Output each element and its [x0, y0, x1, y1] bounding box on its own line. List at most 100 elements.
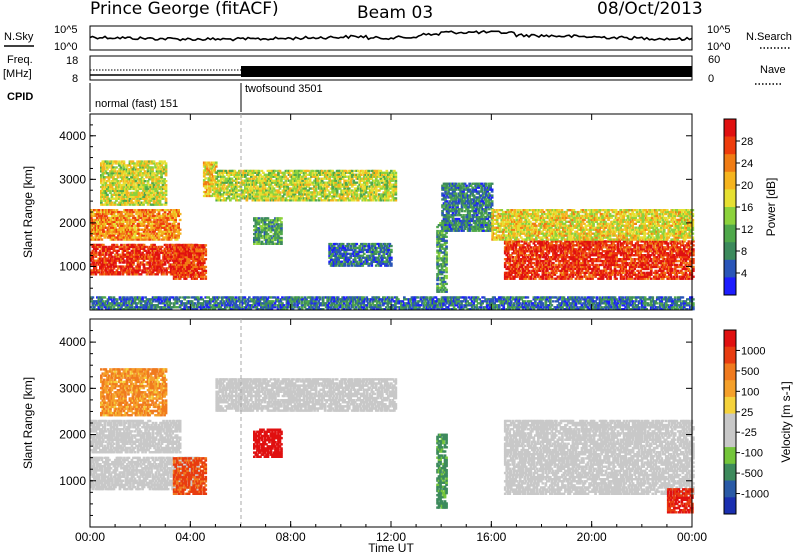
scatter-cell — [204, 270, 207, 272]
scatter-cell — [165, 190, 168, 192]
scatter-cell — [235, 197, 238, 199]
scatter-cell — [164, 263, 167, 265]
scatter-cell — [160, 174, 163, 176]
scatter-cell — [203, 175, 206, 177]
scatter-cell — [165, 273, 168, 275]
scatter-cell — [156, 164, 159, 166]
scatter-cell — [165, 162, 168, 164]
scatter-cell — [145, 176, 148, 178]
scatter-cell — [185, 278, 188, 280]
scatter-cell — [92, 236, 95, 238]
scatter-cell — [220, 189, 223, 191]
scatter-cell — [101, 238, 104, 240]
scatter-cell — [149, 238, 152, 240]
scatter-cell — [153, 219, 156, 221]
scatter-cell — [204, 266, 207, 268]
scatter-cell — [142, 174, 145, 176]
scatter-cell — [221, 178, 224, 180]
scatter-cell — [157, 184, 160, 186]
cpid-program-second: twofsound 3501 — [245, 83, 323, 95]
scatter-cell — [195, 278, 198, 280]
scatter-cell — [167, 217, 170, 219]
scatter-cell — [110, 254, 113, 256]
scatter-cell — [138, 263, 141, 265]
scatter-cell — [150, 194, 153, 196]
scatter-cell — [167, 254, 170, 256]
scatter-cell — [201, 276, 204, 278]
scatter-cell — [132, 267, 135, 269]
scatter-cell — [111, 256, 114, 258]
scatter-cell — [177, 256, 180, 258]
scatter-cell — [102, 174, 105, 176]
scatter-cell — [204, 185, 207, 187]
scatter-cell — [204, 278, 207, 280]
scatter-cell — [177, 223, 180, 225]
scatter-cell — [223, 176, 226, 178]
scatter-cell — [165, 204, 168, 206]
scatter-cell — [153, 215, 156, 217]
scatter-cell — [137, 227, 140, 229]
scatter-cell — [146, 273, 149, 275]
scatter-cell — [114, 233, 117, 235]
scatter-cell — [126, 194, 129, 196]
scatter-cell — [153, 238, 156, 240]
scatter-cell — [162, 184, 165, 186]
scatter-cell — [174, 219, 177, 221]
scatter-cell — [132, 202, 135, 204]
scatter-cell — [177, 236, 180, 238]
scatter-cell — [153, 263, 156, 265]
nave-label: Nave — [760, 64, 786, 76]
scatter-cell — [132, 263, 135, 265]
scatter-cell — [140, 236, 143, 238]
scatter-cell — [129, 174, 132, 176]
scatter-cell — [188, 268, 191, 270]
scatter-cell — [138, 184, 141, 186]
scatter-cell — [183, 276, 186, 278]
scatter-cell — [144, 236, 147, 238]
scatter-cell — [209, 175, 212, 177]
scatter-cell — [126, 236, 129, 238]
scatter-cell — [144, 180, 147, 182]
scatter-cell — [147, 204, 150, 206]
scatter-cell — [113, 244, 116, 246]
scatter-cell — [111, 164, 114, 166]
scatter-cell — [215, 162, 218, 164]
cpid-label: CPID — [7, 91, 33, 103]
scatter-cell — [171, 217, 174, 219]
header: Prince George (fitACF) Beam 03 08/Oct/20… — [90, 0, 703, 23]
scatter-cell — [123, 166, 126, 168]
scatter-cell — [177, 262, 180, 264]
scatter-cell — [185, 256, 188, 258]
freq-left-bottom-tick: 8 — [72, 73, 78, 85]
scatter-cell — [143, 223, 146, 225]
scatter-cell — [210, 171, 213, 173]
scatter-cell — [115, 166, 118, 168]
scatter-cell — [192, 262, 195, 264]
scatter-cell — [106, 172, 109, 174]
scatter-cell — [96, 217, 99, 219]
scatter-cell — [112, 184, 115, 186]
scatter-cell — [153, 236, 156, 238]
scatter-cell — [144, 194, 147, 196]
noise-line — [90, 31, 692, 41]
scatter-cell — [182, 252, 185, 254]
scatter-cell — [177, 266, 180, 268]
scatter-cell — [95, 263, 98, 265]
scatter-cell — [147, 174, 150, 176]
scatter-cell — [137, 260, 140, 262]
scatter-cell — [100, 164, 103, 166]
scatter-cell — [142, 204, 145, 206]
scatter-cell — [174, 276, 177, 278]
scatter-cell — [99, 250, 102, 252]
scatter-cell — [140, 273, 143, 275]
scatter-cell — [150, 200, 153, 202]
scatter-cell — [122, 273, 125, 275]
scatter-cell — [123, 160, 126, 162]
scatter-cell — [186, 246, 189, 248]
noise-right-top-tick: 10^5 — [707, 24, 731, 36]
scatter-cell — [118, 194, 121, 196]
scatter-cell — [231, 187, 234, 189]
scatter-cell — [204, 244, 207, 246]
scatter-cell — [114, 204, 117, 206]
